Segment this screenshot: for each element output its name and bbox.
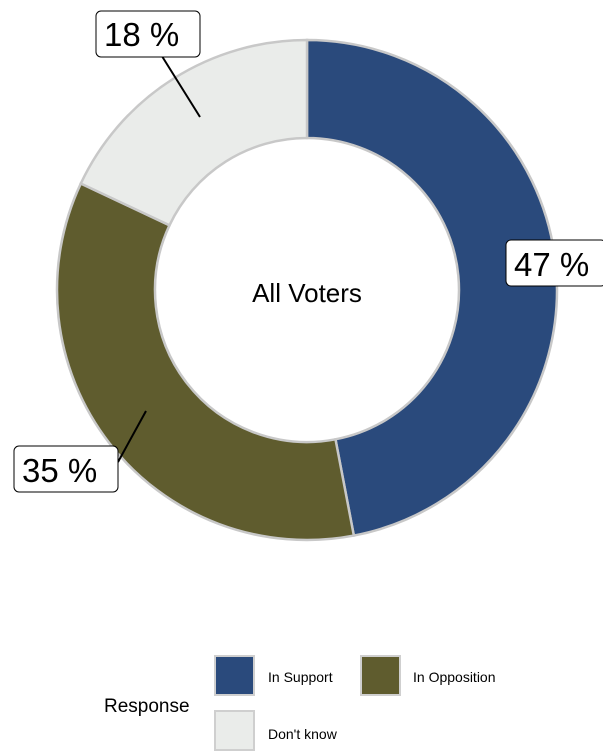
center-label: All Voters <box>252 278 362 308</box>
callout-box-dont-know <box>95 10 201 58</box>
callout-box-in-support <box>505 239 603 287</box>
callout-dont-know: 18 % <box>95 10 201 58</box>
leader-line-in-opposition <box>117 410 147 463</box>
slice-don-t-know <box>79 38 309 227</box>
legend: Response In Support In Opposition Don't … <box>104 655 496 751</box>
donut-slices <box>55 38 559 542</box>
slice-in-opposition <box>55 181 356 542</box>
legend-label-in-support: In Support <box>268 669 333 685</box>
callout-in-support: 47 % <box>505 239 603 287</box>
legend-title: Response <box>104 696 190 717</box>
legend-swatch-dont-know <box>214 710 255 751</box>
value-label-in-support: 47 % <box>514 246 589 283</box>
slice-in-support <box>305 38 559 538</box>
leader-line-dont-know <box>159 52 201 118</box>
value-label-in-opposition: 35 % <box>22 452 97 489</box>
legend-label-in-opposition: In Opposition <box>413 669 496 685</box>
callout-box-in-opposition <box>13 445 119 493</box>
value-label-dont-know: 18 % <box>104 16 179 53</box>
callout-in-opposition: 35 % <box>13 445 119 493</box>
legend-swatch-in-opposition <box>360 655 401 696</box>
legend-swatch-in-support <box>214 655 255 696</box>
legend-label-dont-know: Don't know <box>268 726 338 742</box>
